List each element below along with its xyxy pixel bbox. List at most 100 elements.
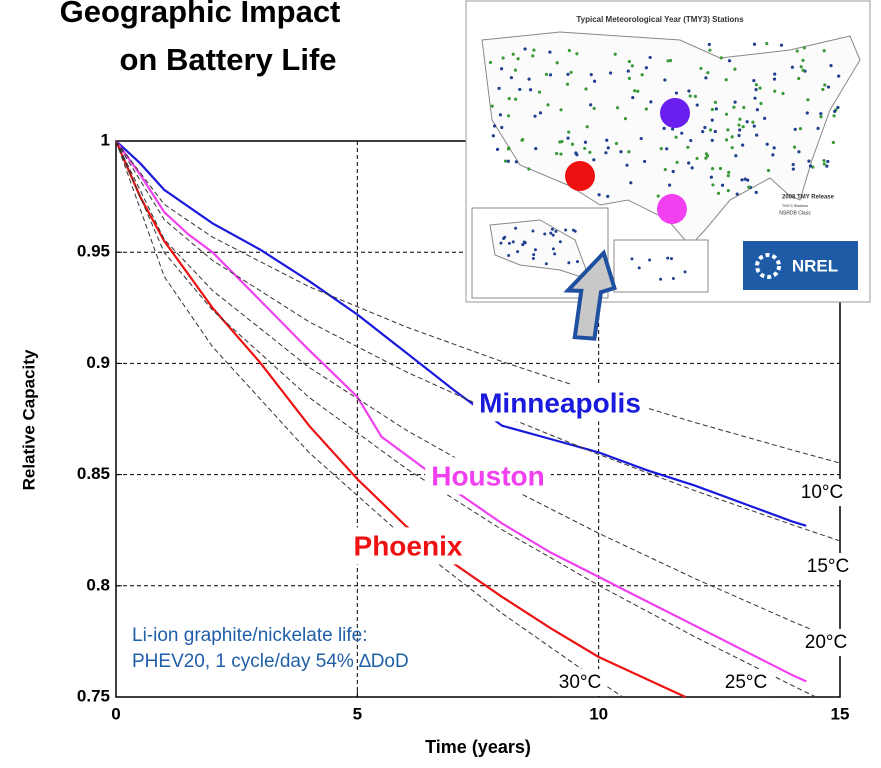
chart-title: on Battery Life [119,42,336,77]
station-dot [710,107,714,112]
station-dot [583,140,588,144]
station-dot [734,154,738,158]
station-dot [554,151,559,156]
station-dot [754,83,758,87]
station-dot [531,256,535,260]
station-dot [832,114,836,118]
station-dot [726,174,730,178]
station-dot [766,168,771,173]
data-line [114,140,686,698]
station-dot [759,101,763,106]
station-dot [695,103,699,107]
station-dot [726,189,730,193]
station-dot [718,166,723,171]
station-dot [507,97,511,101]
station-dot [569,70,573,74]
station-dot [740,178,744,182]
x-axis-label: Time (years) [425,737,531,757]
station-dot [781,91,785,96]
station-dot [589,103,593,107]
station-dot [488,60,493,65]
station-dot [630,257,634,261]
station-dot [689,138,693,143]
station-dot [699,66,703,71]
station-dot [625,163,629,167]
station-dots [488,41,841,281]
y-tick-label: 0.8 [86,575,110,594]
station-dot [690,166,694,170]
station-dot [551,233,555,237]
station-dot [511,240,515,244]
station-dot [507,241,511,245]
station-dot [751,120,755,124]
station-dot [806,98,810,102]
station-dot [518,87,522,92]
y-tick-label: 1 [101,130,110,149]
station-dot [627,59,631,64]
station-dot [687,161,691,165]
label-background [347,527,469,565]
station-dot [724,138,729,142]
arrow [563,249,617,341]
station-dot [495,147,500,151]
station-dot [755,133,759,137]
station-dot [791,162,795,167]
reference-line [115,140,841,642]
station-dot [509,76,514,80]
station-dot [665,147,669,151]
station-dot [506,159,510,163]
station-dot [790,65,794,69]
station-dot [755,108,759,112]
station-dot [733,100,737,104]
station-dot [633,89,637,93]
station-dot [831,140,835,145]
station-dot [549,231,553,235]
station-dot [833,109,837,114]
station-dot [727,170,731,174]
station-dot [711,183,715,187]
station-dot [544,72,549,76]
alaska-outline [489,219,591,281]
station-dot [822,49,826,53]
map-title: Typical Meteorological Year (TMY3) Stati… [576,15,744,24]
station-dot [805,111,809,115]
station-dot [656,194,660,198]
station-dot [543,232,547,236]
station-dot [527,77,531,81]
station-dot [704,156,708,160]
station-dot [503,159,508,163]
station-dot [649,100,653,104]
temperature-label: 20°C [805,632,847,653]
station-dot [554,229,558,233]
station-dot [719,56,723,60]
station-dot [823,83,827,87]
station-dot [576,260,580,264]
station-dot [683,270,687,274]
station-dot [491,134,495,138]
station-dot [565,82,570,86]
station-dot [746,178,750,182]
station-dot [801,68,805,72]
station-dot [511,52,515,56]
station-dot [710,118,714,122]
station-dot [714,107,718,111]
station-dot [686,145,690,149]
temperature-label: 15°C [807,556,849,577]
station-dot [534,147,538,151]
x-tick-label: 10 [589,704,608,723]
label-background [473,384,647,422]
station-dot [574,151,578,155]
station-dot [614,141,619,146]
station-dot [798,127,803,131]
station-dot [643,159,647,164]
station-dot [528,88,533,92]
station-dot [546,103,550,107]
station-dot [659,277,663,281]
series-label: Houston [431,460,545,491]
station-dot [531,229,535,233]
station-dot [498,113,503,117]
station-dot [500,67,504,71]
station-dot [538,111,543,115]
station-dot [589,73,593,77]
